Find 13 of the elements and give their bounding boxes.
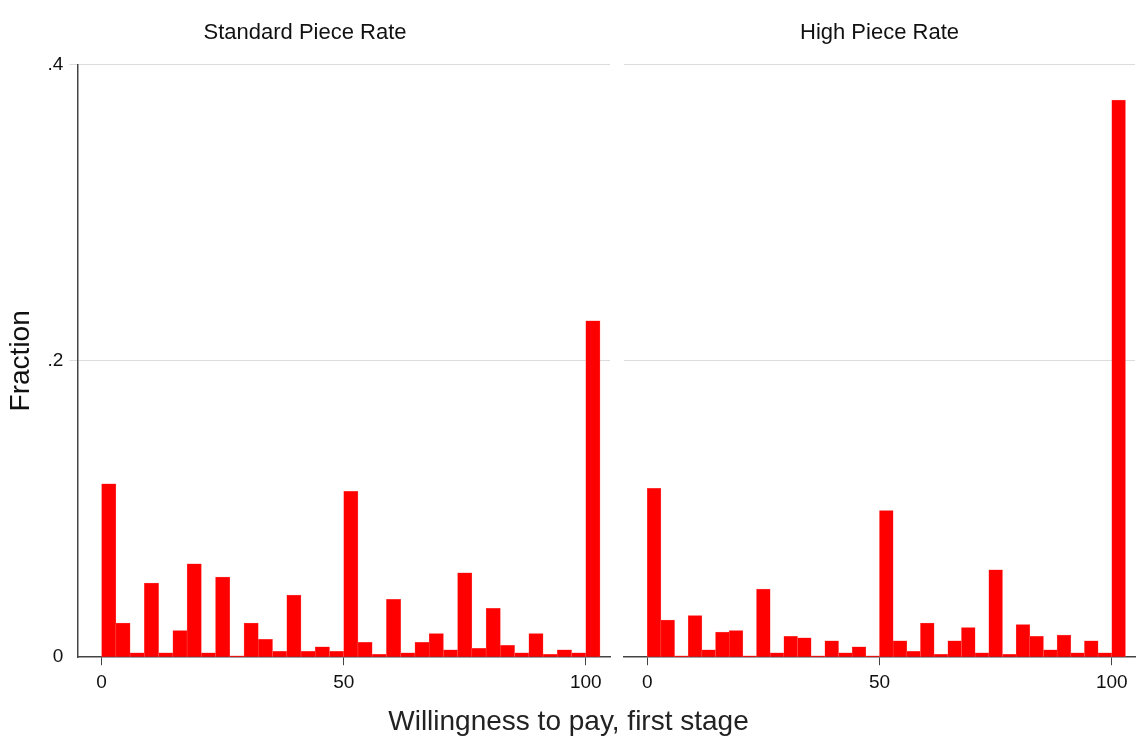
x-axis-title: Willingness to pay, first stage [387,705,750,737]
x-tick-label: 100 [1095,670,1128,692]
x-tick-label: 0 [641,670,653,692]
y-tick-label: 0 [52,645,64,667]
chart-title: Standard Piece Rate [203,19,407,45]
x-tick-label: 100 [569,670,602,692]
y-axis-title: Fraction [3,310,35,412]
x-tick-label: 0 [96,670,107,692]
y-tick-label: .2 [47,349,64,371]
x-tick-label: 50 [868,670,891,692]
chart-title: High Piece Rate [800,19,959,45]
y-tick-label: .4 [47,52,64,74]
x-tick-label: 50 [333,670,355,692]
